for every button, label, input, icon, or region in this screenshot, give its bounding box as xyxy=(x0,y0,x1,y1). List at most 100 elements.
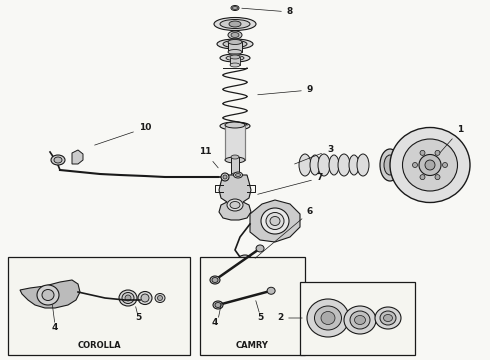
Ellipse shape xyxy=(315,306,342,330)
Ellipse shape xyxy=(299,154,311,176)
Ellipse shape xyxy=(402,139,458,191)
Ellipse shape xyxy=(310,155,320,175)
Bar xyxy=(8,257,190,355)
Ellipse shape xyxy=(119,290,137,306)
Ellipse shape xyxy=(227,199,243,211)
Ellipse shape xyxy=(238,255,252,265)
Ellipse shape xyxy=(42,289,54,301)
Ellipse shape xyxy=(390,127,470,202)
Ellipse shape xyxy=(354,315,366,324)
Ellipse shape xyxy=(230,55,240,59)
Text: 11: 11 xyxy=(199,148,218,168)
Polygon shape xyxy=(250,200,300,242)
Ellipse shape xyxy=(425,160,435,170)
Ellipse shape xyxy=(357,154,369,176)
Ellipse shape xyxy=(220,54,250,62)
Text: 10: 10 xyxy=(95,123,151,145)
Ellipse shape xyxy=(261,208,289,234)
Bar xyxy=(231,157,239,175)
Ellipse shape xyxy=(37,285,59,305)
Text: 1: 1 xyxy=(440,126,463,153)
Ellipse shape xyxy=(307,299,349,337)
Ellipse shape xyxy=(141,294,149,302)
Ellipse shape xyxy=(228,40,242,45)
Ellipse shape xyxy=(338,154,350,176)
Polygon shape xyxy=(72,150,83,164)
Text: COROLLA: COROLLA xyxy=(77,341,121,350)
Ellipse shape xyxy=(231,5,239,10)
Ellipse shape xyxy=(344,306,376,334)
Ellipse shape xyxy=(384,315,392,321)
Ellipse shape xyxy=(214,18,256,31)
Ellipse shape xyxy=(321,311,335,324)
Ellipse shape xyxy=(270,216,280,225)
Ellipse shape xyxy=(215,302,221,307)
Ellipse shape xyxy=(267,287,275,294)
Ellipse shape xyxy=(329,155,339,175)
Ellipse shape xyxy=(266,212,284,230)
Ellipse shape xyxy=(226,55,244,60)
Bar xyxy=(241,260,249,268)
Ellipse shape xyxy=(230,63,240,67)
Ellipse shape xyxy=(228,49,242,54)
Ellipse shape xyxy=(349,155,359,175)
Ellipse shape xyxy=(420,175,425,180)
Ellipse shape xyxy=(213,301,223,309)
Ellipse shape xyxy=(232,6,238,9)
Ellipse shape xyxy=(51,155,65,165)
Ellipse shape xyxy=(256,245,264,252)
Text: 6: 6 xyxy=(255,207,313,258)
Text: 9: 9 xyxy=(258,85,313,95)
Text: 8: 8 xyxy=(242,8,293,17)
Bar xyxy=(225,125,245,160)
Ellipse shape xyxy=(223,40,247,48)
Ellipse shape xyxy=(435,175,440,180)
Ellipse shape xyxy=(228,31,242,39)
Polygon shape xyxy=(240,268,250,276)
Bar xyxy=(228,42,242,52)
Text: 5: 5 xyxy=(257,313,263,322)
Ellipse shape xyxy=(240,278,250,283)
Ellipse shape xyxy=(384,155,396,175)
Ellipse shape xyxy=(212,278,218,283)
Text: 7: 7 xyxy=(258,174,323,194)
Ellipse shape xyxy=(217,39,253,49)
Ellipse shape xyxy=(225,157,245,163)
Bar xyxy=(200,257,305,355)
Text: 4: 4 xyxy=(52,323,58,332)
Ellipse shape xyxy=(225,122,245,128)
Polygon shape xyxy=(20,280,80,308)
Ellipse shape xyxy=(221,173,229,181)
Ellipse shape xyxy=(223,175,227,179)
Text: 3: 3 xyxy=(294,145,333,164)
Text: 5: 5 xyxy=(135,313,141,322)
Ellipse shape xyxy=(220,19,250,28)
Ellipse shape xyxy=(229,21,241,27)
Ellipse shape xyxy=(125,295,131,301)
Ellipse shape xyxy=(157,296,163,301)
Ellipse shape xyxy=(231,173,239,177)
Ellipse shape xyxy=(375,307,401,329)
Ellipse shape xyxy=(54,157,62,163)
Polygon shape xyxy=(219,175,251,220)
Ellipse shape xyxy=(442,162,447,167)
Ellipse shape xyxy=(210,276,220,284)
Text: 2: 2 xyxy=(277,314,302,323)
Ellipse shape xyxy=(380,149,400,181)
Ellipse shape xyxy=(420,150,425,156)
Ellipse shape xyxy=(234,172,243,178)
Ellipse shape xyxy=(318,154,330,176)
Ellipse shape xyxy=(138,292,152,305)
Ellipse shape xyxy=(236,174,241,176)
Ellipse shape xyxy=(413,162,417,167)
Ellipse shape xyxy=(155,293,165,302)
Bar xyxy=(300,282,415,355)
Ellipse shape xyxy=(419,154,441,175)
Ellipse shape xyxy=(220,122,250,130)
Ellipse shape xyxy=(435,150,440,156)
Ellipse shape xyxy=(226,123,244,129)
Ellipse shape xyxy=(350,311,370,329)
Ellipse shape xyxy=(122,292,134,303)
Text: CAMRY: CAMRY xyxy=(236,341,269,350)
Ellipse shape xyxy=(380,311,396,325)
